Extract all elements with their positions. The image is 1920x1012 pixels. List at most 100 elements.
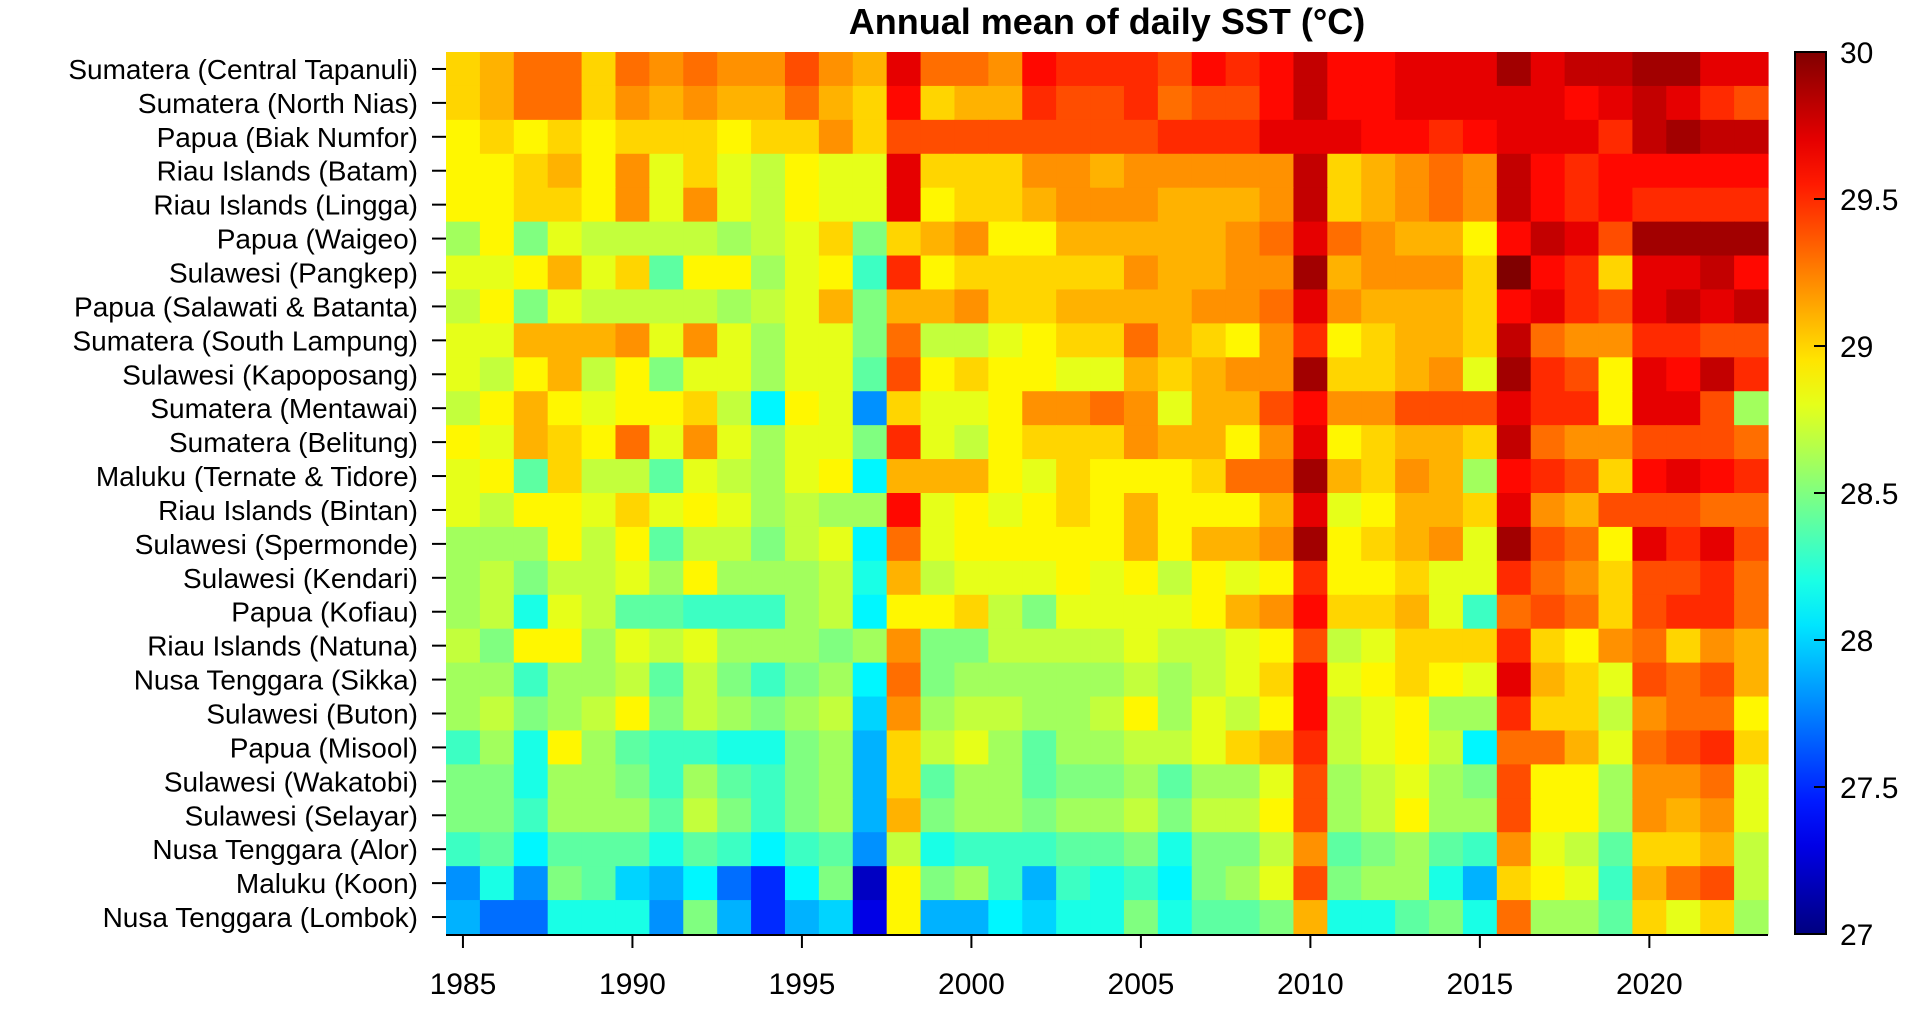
heatmap-cell <box>920 425 956 460</box>
heatmap-cell <box>1327 153 1362 189</box>
heatmap-cell <box>954 52 989 87</box>
heatmap-cell <box>1056 900 1091 935</box>
heatmap-cell <box>1090 357 1125 392</box>
heatmap-cell <box>717 730 752 765</box>
heatmap-cell <box>649 526 684 562</box>
heatmap-cell <box>988 730 1023 765</box>
heatmap-cell <box>751 526 786 562</box>
heatmap-cell <box>581 85 617 121</box>
heatmap-cell <box>1496 662 1532 698</box>
heatmap-cell <box>615 730 650 765</box>
heatmap-cell <box>1022 628 1057 664</box>
heatmap-cell <box>1293 391 1328 426</box>
heatmap-cell <box>1123 255 1159 291</box>
heatmap-cell <box>1056 289 1091 324</box>
heatmap-cell <box>1666 119 1701 155</box>
heatmap-cell <box>954 153 989 189</box>
heatmap-cell <box>717 628 752 664</box>
row-labels: Sumatera (Central Tapanuli)Sumatera (Nor… <box>68 54 446 933</box>
heatmap-cell <box>547 153 583 189</box>
heatmap-cell <box>1429 594 1464 630</box>
heatmap-cell <box>1530 357 1566 392</box>
heatmap-cell <box>1056 526 1091 562</box>
heatmap-cell <box>886 221 922 257</box>
heatmap-cell <box>547 730 583 765</box>
heatmap-cell <box>751 798 786 833</box>
heatmap-cell <box>1123 730 1159 765</box>
x-tick-label: 2010 <box>1277 968 1344 1001</box>
heatmap-cell <box>886 628 922 664</box>
heatmap-cell <box>1361 526 1396 562</box>
heatmap-cell <box>1191 289 1227 324</box>
heatmap-cell <box>581 560 617 596</box>
heatmap-cell <box>852 730 888 765</box>
heatmap-cell <box>988 255 1023 291</box>
heatmap-cell <box>1123 187 1159 223</box>
heatmap-cell <box>1564 832 1600 867</box>
heatmap-cell <box>717 357 752 392</box>
heatmap-cell <box>1530 730 1566 765</box>
heatmap-cell <box>784 119 820 155</box>
heatmap-cell <box>1022 560 1057 596</box>
heatmap-cell <box>1327 221 1362 257</box>
heatmap-cell <box>751 696 786 732</box>
heatmap-cell <box>615 289 650 324</box>
heatmap-cell <box>1191 459 1227 494</box>
heatmap-cell <box>988 798 1023 833</box>
heatmap-cell <box>717 85 752 121</box>
heatmap-cell <box>683 289 718 324</box>
heatmap-cell <box>1496 323 1532 358</box>
heatmap-cell <box>683 357 718 392</box>
heatmap-cell <box>1632 52 1667 87</box>
heatmap-cell <box>1734 798 1769 833</box>
heatmap-cell <box>1598 832 1634 867</box>
heatmap-cell <box>1429 187 1464 223</box>
heatmap-cell <box>1632 119 1667 155</box>
heatmap-cell <box>513 85 549 121</box>
heatmap-cell <box>1395 323 1430 358</box>
heatmap-cell <box>1462 85 1498 121</box>
heatmap-cell <box>988 323 1023 358</box>
heatmap-cell <box>1056 866 1091 901</box>
heatmap-cell <box>1496 594 1532 630</box>
heatmap-cell <box>1361 459 1396 494</box>
heatmap-cell <box>479 526 515 562</box>
row-label: Papua (Kofiau) <box>231 597 418 628</box>
heatmap-cell <box>513 662 549 698</box>
row-label: Papua (Biak Numfor) <box>157 122 418 153</box>
heatmap-cell <box>1022 900 1057 935</box>
heatmap-cell <box>1734 628 1769 664</box>
heatmap-cell <box>784 832 820 867</box>
heatmap-cell <box>1022 119 1057 155</box>
heatmap-cell <box>581 662 617 698</box>
heatmap-cell <box>683 255 718 291</box>
heatmap-cell <box>852 153 888 189</box>
heatmap-cell <box>1157 866 1193 901</box>
heatmap-cell <box>1666 493 1701 528</box>
heatmap-cell <box>784 187 820 223</box>
heatmap-cell <box>818 153 854 189</box>
heatmap-cell <box>1191 153 1227 189</box>
heatmap-cell <box>1056 832 1091 867</box>
heatmap-cell <box>1564 493 1600 528</box>
x-tick-label: 1985 <box>430 968 497 1001</box>
heatmap-cell <box>784 798 820 833</box>
heatmap-cell <box>683 730 718 765</box>
heatmap-cell <box>818 832 854 867</box>
colorbar-tick-label: 28.5 <box>1840 478 1898 511</box>
heatmap-cell <box>581 493 617 528</box>
heatmap-cell <box>1598 425 1634 460</box>
heatmap-cell <box>683 594 718 630</box>
heatmap-cell <box>1361 357 1396 392</box>
heatmap-cell <box>581 391 617 426</box>
heatmap-cell <box>717 900 752 935</box>
heatmap-cell <box>1530 255 1566 291</box>
heatmap-cell <box>1632 662 1667 698</box>
heatmap-cell <box>1564 730 1600 765</box>
heatmap-cell <box>1429 391 1464 426</box>
heatmap-cell <box>1462 187 1498 223</box>
heatmap-cell <box>1496 832 1532 867</box>
heatmap-cell <box>479 221 515 257</box>
heatmap-cell <box>886 289 922 324</box>
heatmap-cell <box>717 425 752 460</box>
